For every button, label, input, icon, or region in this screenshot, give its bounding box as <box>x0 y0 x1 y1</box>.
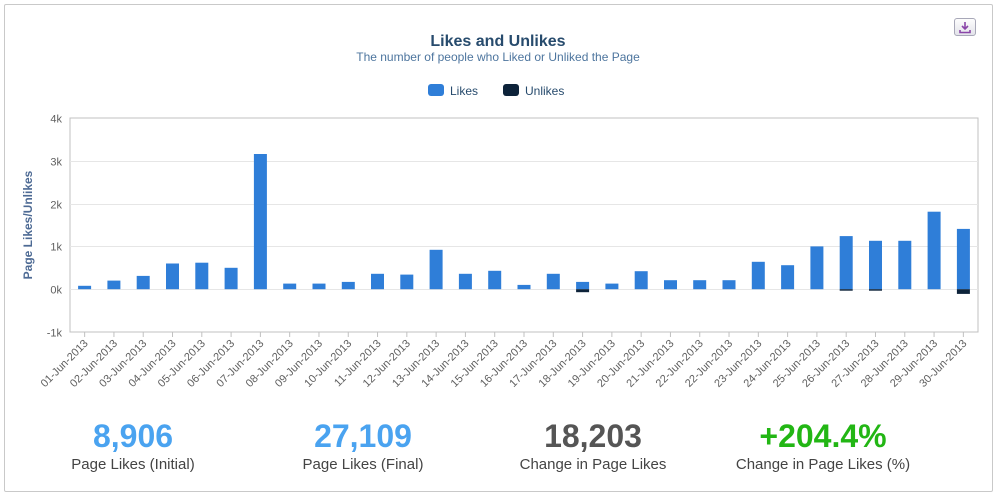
bar-likes-4[interactable] <box>166 263 179 290</box>
y-tick-label: 1k <box>50 242 62 254</box>
likes-unlikes-chart: Likes and Unlikes The number of people w… <box>21 33 979 390</box>
bar-likes-27[interactable] <box>839 236 853 290</box>
y-tick-label: 4k <box>50 114 62 126</box>
legend: Likes Unlikes <box>428 84 564 98</box>
bar-likes-22[interactable] <box>693 280 707 290</box>
legend-label-unlikes: Unlikes <box>525 84 564 98</box>
bar-likes-23[interactable] <box>722 280 736 290</box>
y-axis-ticks: -1k 0k 1k 2k 3k 4k <box>47 114 63 340</box>
bar-likes-13[interactable] <box>429 249 443 290</box>
bar-likes-7[interactable] <box>253 154 267 290</box>
bar-likes-24[interactable] <box>751 261 765 290</box>
legend-swatch-unlikes <box>503 84 519 96</box>
stat-value: +204.4% <box>759 418 887 454</box>
bar-likes-18[interactable] <box>576 281 590 290</box>
bar-likes-2[interactable] <box>107 280 121 290</box>
chart-title: Likes and Unlikes <box>430 33 565 50</box>
bar-likes-6[interactable] <box>224 267 238 290</box>
bar-likes-15[interactable] <box>488 270 502 290</box>
bar-likes-12[interactable] <box>400 274 414 290</box>
bar-likes-11[interactable] <box>371 273 384 290</box>
bar-likes-1[interactable] <box>78 285 92 290</box>
plot-area-frame <box>69 117 979 333</box>
bar-likes-3[interactable] <box>136 275 150 290</box>
export-button[interactable] <box>954 18 976 36</box>
bar-likes-5[interactable] <box>195 262 209 290</box>
bar-likes-17[interactable] <box>546 273 560 290</box>
bar-likes-8[interactable] <box>283 283 297 290</box>
bar-likes-21[interactable] <box>664 280 677 290</box>
y-axis-title: Page Likes/Unlikes <box>21 170 35 279</box>
bar-likes-31[interactable] <box>956 228 970 290</box>
stat-change-percent: +204.4% Change in Page Likes (%) <box>713 418 933 475</box>
y-tick-label: 3k <box>50 157 62 169</box>
bar-unlikes-28[interactable] <box>869 289 882 291</box>
legend-item-unlikes[interactable]: Unlikes <box>503 84 564 98</box>
stat-value: 27,109 <box>314 418 412 454</box>
gridlines <box>70 161 978 290</box>
bar-likes-14[interactable] <box>458 273 472 290</box>
y-tick-label: 2k <box>50 200 62 212</box>
y-tick-label: -1k <box>47 328 63 340</box>
stat-label: Page Likes (Final) <box>302 456 424 473</box>
bar-unlikes-27[interactable] <box>839 289 853 291</box>
download-icon <box>959 22 971 34</box>
bar-unlikes-18[interactable] <box>576 289 590 293</box>
x-axis-ticks: 01-Jun-201302-Jun-201303-Jun-201304-Jun-… <box>39 332 969 390</box>
bar-likes-20[interactable] <box>634 271 648 290</box>
bar-likes-9[interactable] <box>312 283 326 290</box>
bar-likes-26[interactable] <box>810 246 824 290</box>
bar-likes-25[interactable] <box>781 265 795 290</box>
bar-unlikes-31[interactable] <box>956 289 970 294</box>
stat-final-likes: 27,109 Page Likes (Final) <box>253 418 473 475</box>
stat-change-likes: 18,203 Change in Page Likes <box>483 418 703 475</box>
stat-value: 8,906 <box>92 418 174 454</box>
summary-stats: 8,906 Page Likes (Initial) 27,109 Page L… <box>0 418 999 478</box>
chart-panel <box>4 4 993 492</box>
stat-initial-likes: 8,906 Page Likes (Initial) <box>23 418 243 475</box>
bar-likes-30[interactable] <box>927 211 941 290</box>
stat-label: Page Likes (Initial) <box>71 456 195 473</box>
bars <box>78 154 970 294</box>
bar-likes-10[interactable] <box>341 281 355 290</box>
stat-value: 18,203 <box>544 418 642 454</box>
bar-likes-29[interactable] <box>898 240 912 290</box>
legend-item-likes[interactable]: Likes <box>428 84 478 98</box>
stat-label: Change in Page Likes <box>519 456 667 473</box>
bar-likes-16[interactable] <box>517 284 531 290</box>
y-tick-label: 0k <box>50 285 62 297</box>
bar-likes-28[interactable] <box>869 240 882 290</box>
legend-swatch-likes <box>428 84 444 96</box>
stat-label: Change in Page Likes (%) <box>735 456 911 473</box>
chart-subtitle: The number of people who Liked or Unlike… <box>356 50 640 64</box>
legend-label-likes: Likes <box>450 84 478 98</box>
bar-likes-19[interactable] <box>605 283 619 290</box>
